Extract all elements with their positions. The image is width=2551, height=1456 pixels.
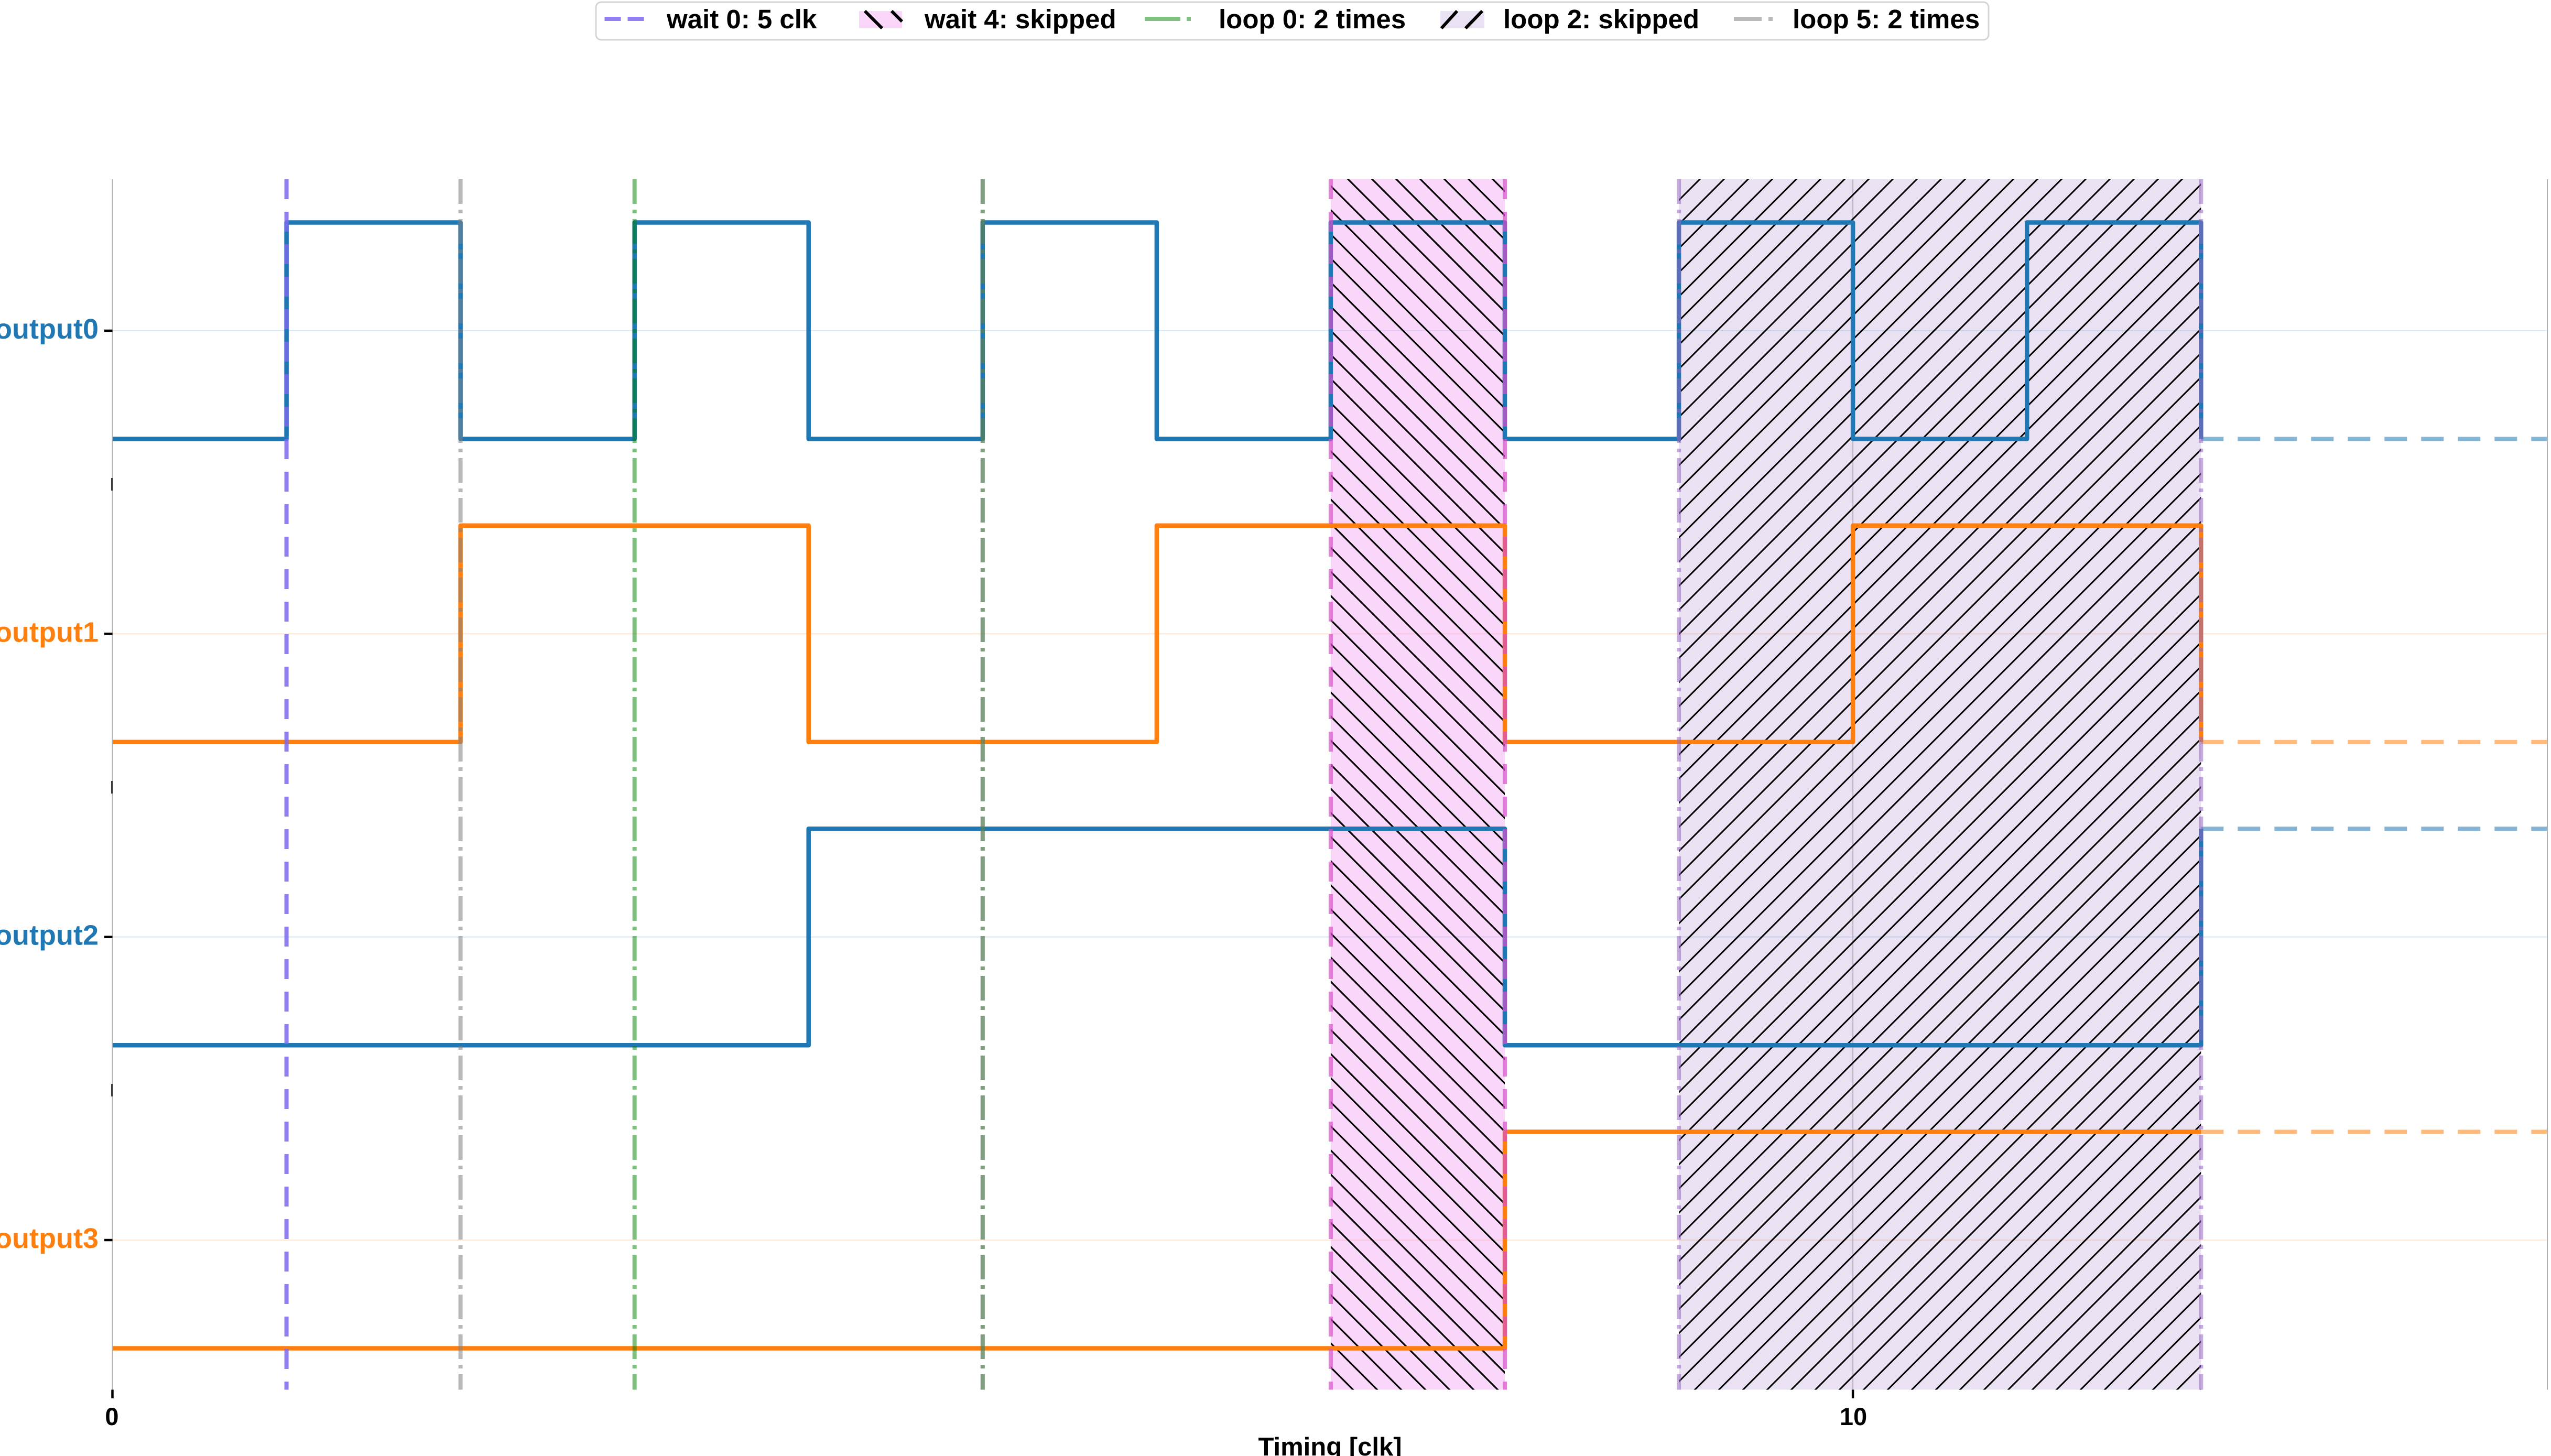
svg-text:output3: output3 — [0, 1223, 99, 1254]
svg-text:loop 2: skipped: loop 2: skipped — [1503, 4, 1699, 34]
svg-text:0: 0 — [105, 1403, 118, 1430]
svg-text:wait 0: 5 clk: wait 0: 5 clk — [666, 4, 817, 34]
svg-text:output1: output1 — [0, 616, 99, 648]
svg-text:10: 10 — [1840, 1403, 1867, 1430]
svg-text:loop 0: 2 times: loop 0: 2 times — [1219, 4, 1406, 34]
svg-text:output0: output0 — [0, 313, 99, 345]
svg-text:Timing [clk]: Timing [clk] — [1258, 1433, 1402, 1456]
svg-text:output2: output2 — [0, 920, 99, 951]
svg-text:wait 4: skipped: wait 4: skipped — [924, 4, 1116, 34]
svg-text:loop 5: 2 times: loop 5: 2 times — [1793, 4, 1980, 34]
